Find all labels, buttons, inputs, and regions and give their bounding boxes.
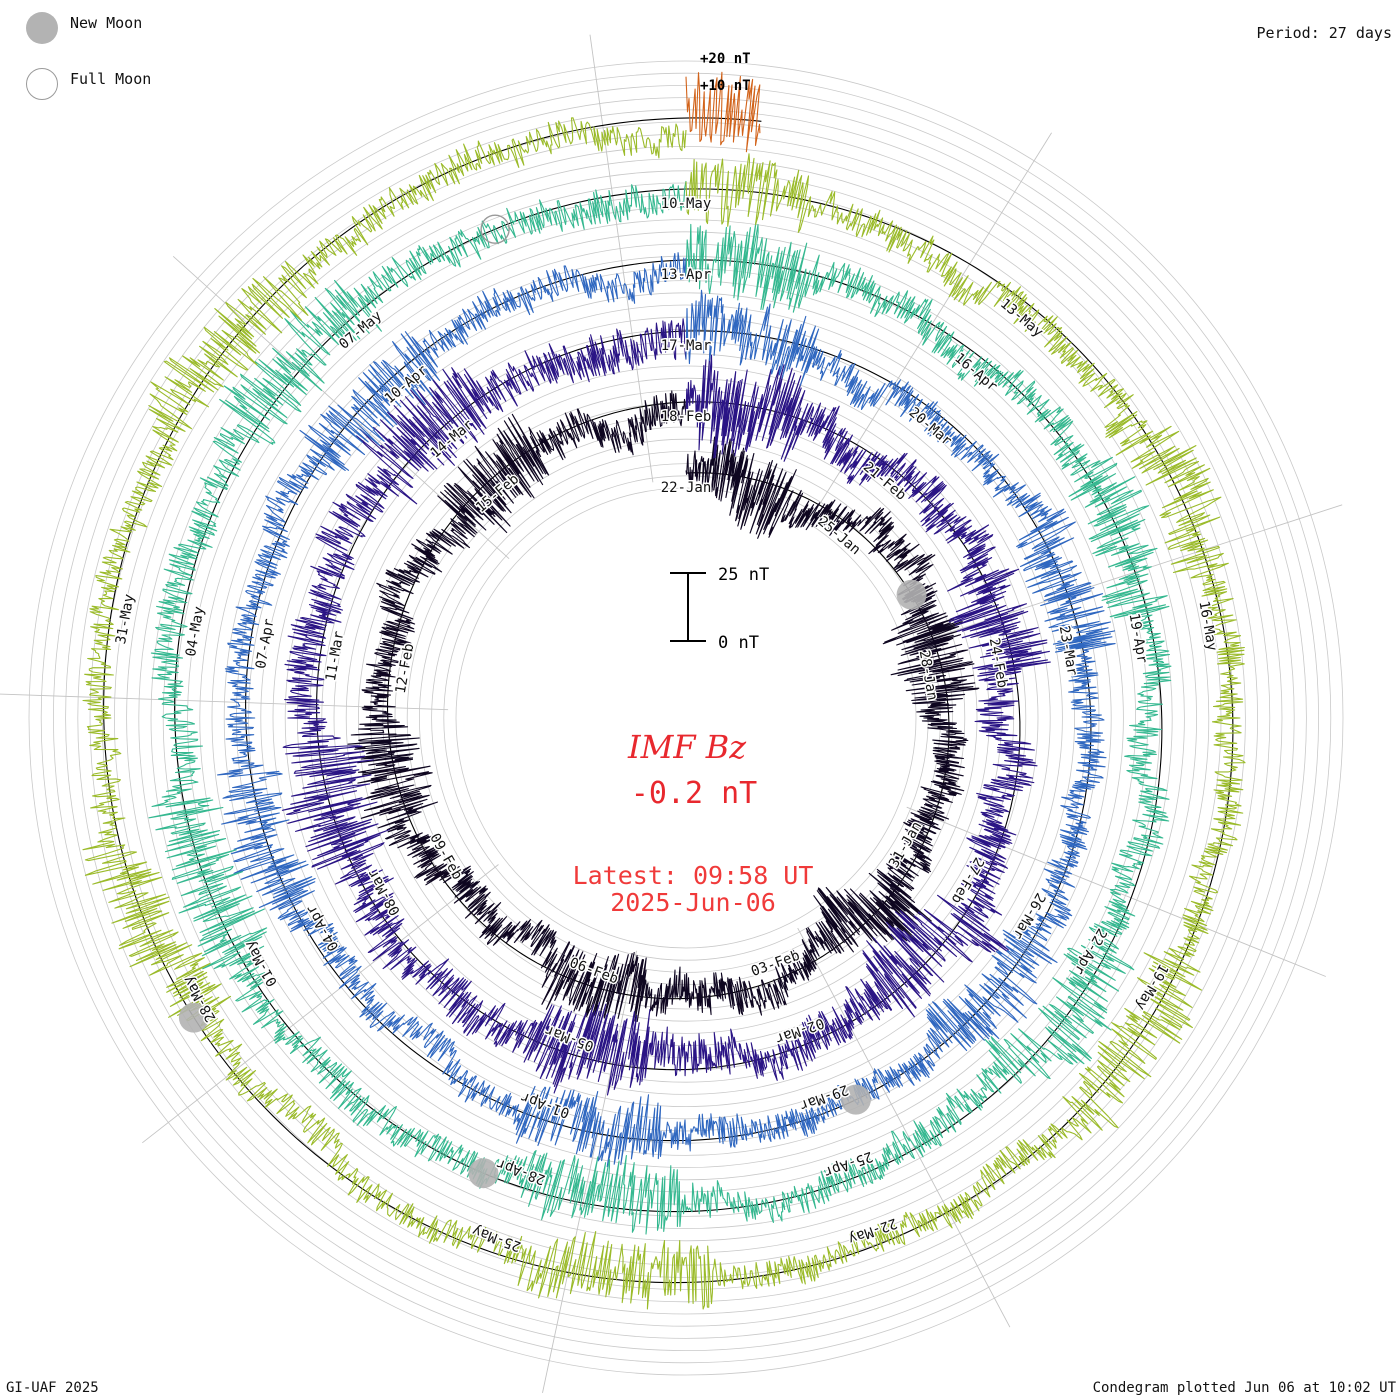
moon-phase-markers — [178, 214, 927, 1189]
date-label: 12-Feb — [393, 642, 418, 695]
bz-series-rotation-3 — [148, 180, 1172, 1235]
date-label: 17-Mar — [661, 338, 712, 354]
day-spoke — [912, 504, 1343, 645]
grid-ring — [223, 255, 1149, 1181]
full-moon-label: Full Moon — [70, 70, 152, 88]
full-moon-marker — [480, 214, 510, 244]
new-moon-icon — [26, 12, 58, 44]
new-moon-marker — [468, 1158, 499, 1189]
grid-ring — [114, 146, 1258, 1290]
date-label: 19-Apr — [1126, 612, 1151, 665]
scale-label-20nt: +20 nT — [700, 51, 751, 67]
date-label: 18-Feb — [661, 409, 712, 425]
date-label: 29-Mar — [797, 1081, 850, 1113]
grid-ring — [394, 426, 978, 1010]
day-spoke — [797, 927, 1011, 1328]
grid-ring — [272, 304, 1100, 1132]
day-spoke — [906, 806, 1326, 977]
new-moon-marker — [896, 579, 927, 610]
day-spoke — [542, 950, 637, 1393]
day-spoke — [0, 693, 449, 711]
new-moon-marker — [840, 1084, 871, 1115]
credit-label: GI-UAF 2025 — [6, 1380, 99, 1396]
day-spoke — [589, 34, 654, 483]
date-label: 27-Feb — [948, 854, 987, 906]
current-value: -0.2 nT — [631, 776, 757, 811]
grid-ring — [65, 97, 1307, 1339]
new-moon-marker — [178, 1002, 209, 1033]
day-spoke — [142, 864, 499, 1144]
date-label: 22-Jan — [661, 480, 712, 496]
plotted-timestamp: Condegram plotted Jun 06 at 10:02 UT — [1092, 1380, 1396, 1396]
latest-time: Latest: 09:58 UT — [573, 861, 814, 890]
date-label: 10-May — [661, 196, 712, 212]
date-label: 13-Apr — [661, 267, 712, 283]
date-label: 11-Mar — [323, 630, 348, 683]
grid-ring — [284, 316, 1088, 1120]
grid-ring — [28, 60, 1344, 1376]
bz-series-rotation-5 — [685, 71, 761, 153]
grid-ring — [211, 243, 1161, 1193]
bz-series-rotation-2 — [217, 252, 1116, 1168]
bz-series-rotation-4 — [82, 117, 1246, 1310]
date-label: 01-May — [242, 937, 281, 989]
new-moon-label: New Moon — [70, 14, 143, 32]
grid-ring — [431, 463, 941, 973]
chart-title: IMF Bz — [627, 728, 747, 766]
grid-ring — [89, 121, 1283, 1315]
grid-ring — [40, 72, 1332, 1364]
date-label: 13-May — [997, 296, 1046, 341]
grid-ring — [357, 389, 1015, 1047]
grid-ring — [174, 206, 1198, 1230]
chart-title-main: IMF Bz — [627, 728, 747, 766]
date-label: 04-May — [183, 605, 208, 658]
grid-ring — [77, 109, 1295, 1327]
date-label: 31-May — [113, 593, 138, 646]
full-moon-icon — [26, 68, 58, 100]
scale-bar-top-label: 25 nT — [718, 565, 769, 585]
grid-ring — [126, 158, 1246, 1278]
latest-date: 2025-Jun-06 — [610, 888, 776, 917]
grid-ring — [455, 487, 917, 949]
date-label: 07-Apr — [253, 618, 278, 671]
amplitude-scale-bar: 25 nT 0 nT — [670, 565, 769, 653]
grid-ring — [187, 219, 1185, 1217]
bz-series — [82, 71, 1246, 1310]
scale-bar-bottom-label: 0 nT — [718, 633, 759, 653]
scale-label-10nt: +10 nT — [700, 78, 751, 94]
bz-series-rotation-1 — [281, 318, 1051, 1096]
period-label: Period: 27 days — [1256, 24, 1392, 42]
